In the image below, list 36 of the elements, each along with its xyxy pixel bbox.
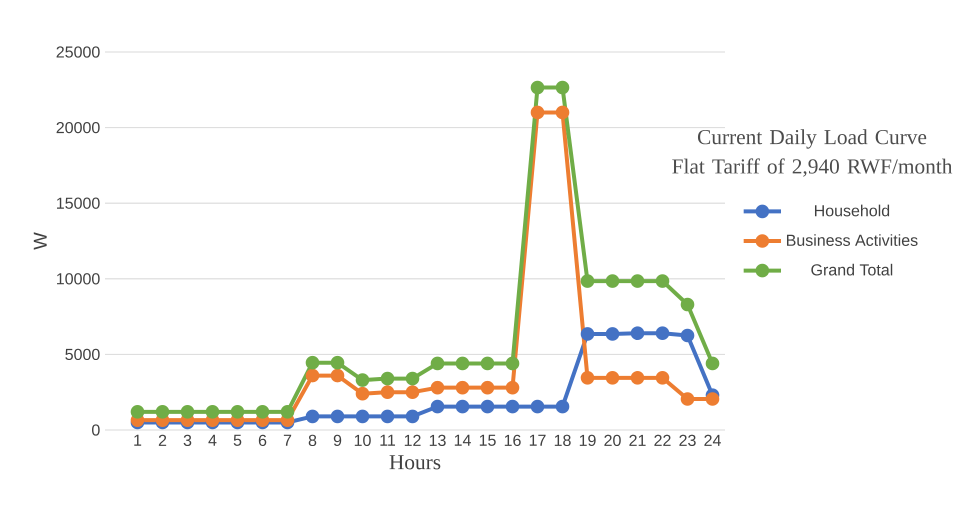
x-tick-label: 2 [158,434,166,446]
x-tick-label: 3 [184,434,192,446]
x-tick-label: 17 [530,434,546,446]
x-tick-label: 16 [504,434,521,446]
y-tick-label: 0 [92,424,100,436]
x-tick-label: 24 [704,434,721,446]
y-tick-label: 20000 [56,122,100,134]
x-tick-label: 9 [334,434,342,446]
x-tick-label: 4 [208,434,216,446]
x-tick-label: 6 [258,434,266,446]
x-tick-label: 5 [234,434,242,446]
text: Current Daily Load Curve Flat Tariff of 2,940 RWF/month [672,129,952,177]
y-tick-label: 15000 [57,198,100,209]
legend-label: Grand Total [811,264,892,276]
x-tick-label: 7 [284,434,292,446]
legend-label: Household [814,204,890,216]
legend-label: Business Activities [786,234,918,246]
x-tick-label: 12 [404,434,421,446]
y-tick-label: 5000 [65,348,100,360]
x-tick-label: 21 [629,434,646,446]
x-tick-label: 8 [308,434,316,446]
x-tick-label: 22 [654,434,671,446]
x-tick-label: 10 [354,434,371,446]
x-tick-label: 20 [604,434,621,446]
x-tick-label: 23 [679,434,696,446]
x-axis-title: Hours [390,455,440,470]
x-tick-label: 13 [430,434,446,446]
x-tick-label: 11 [380,434,396,446]
x-tick-label: 14 [454,434,471,446]
x-tick-label: 1 [134,434,142,446]
x-tick-label: 15 [480,434,496,446]
x-tick-label: 18 [554,434,571,446]
y-tick-label: 10000 [57,273,100,284]
y-tick-label: 25000 [56,46,100,58]
y-axis-title: W [34,232,47,250]
x-tick-label: 19 [580,434,596,446]
